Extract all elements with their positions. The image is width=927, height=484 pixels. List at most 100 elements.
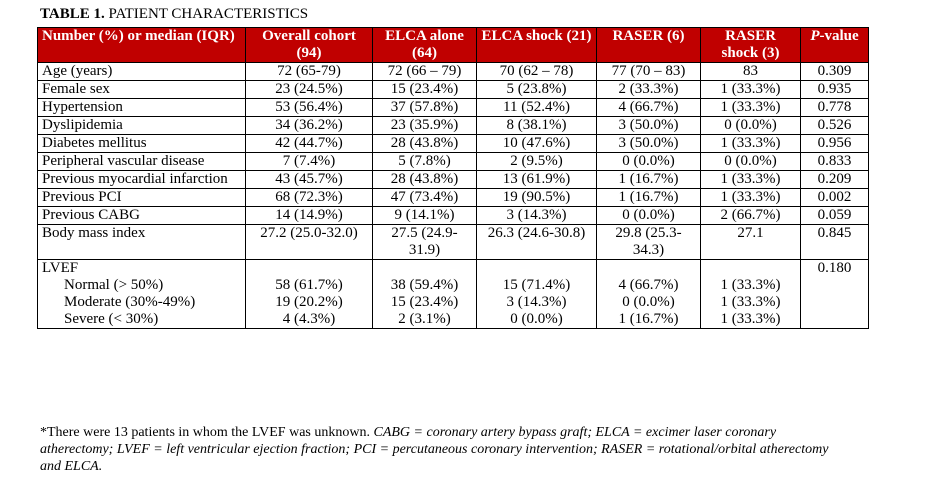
- table-cell: 10 (47.6%): [476, 134, 597, 153]
- table-cell: 83: [700, 62, 801, 81]
- table-cell: 0 (0.0%): [596, 152, 701, 171]
- title-text: PATIENT CHARACTERISTICS: [108, 6, 309, 22]
- table-cell: 28 (43.8%): [372, 134, 477, 153]
- table-cell: 4 (66.7%): [596, 277, 701, 294]
- table-cell: 0 (0.0%): [700, 116, 801, 135]
- row-label: Female sex: [37, 80, 246, 99]
- table-cell: 3 (50.0%): [596, 116, 701, 135]
- table-cell: 11 (52.4%): [476, 98, 597, 117]
- table-cell: 5 (23.8%): [476, 80, 597, 99]
- table-cell: 27.1: [700, 224, 801, 260]
- table-cell: 26.3 (24.6-30.8): [476, 224, 597, 260]
- table-cell: 77 (70 – 83): [596, 62, 701, 81]
- table-cell: 1 (33.3%): [700, 277, 801, 294]
- column-header: ELCA shock (21): [476, 27, 597, 63]
- table-cell: 1 (33.3%): [700, 80, 801, 99]
- empty-cell: [800, 311, 869, 329]
- table-title: TABLE 1. PATIENT CHARACTERISTICS: [40, 6, 308, 23]
- table-row: Previous PCI 68 (72.3%) 47 (73.4%) 19 (90.5…: [37, 188, 869, 207]
- row-label: Hypertension: [37, 98, 246, 117]
- table-cell: 1 (16.7%): [596, 188, 701, 207]
- table-cell: 1 (33.3%): [700, 170, 801, 189]
- table-cell: 53 (56.4%): [245, 98, 373, 117]
- column-header-italic: P: [810, 28, 820, 44]
- table-cell: 15 (23.4%): [372, 294, 477, 311]
- column-header: RASER (6): [596, 27, 701, 63]
- table-row: Body mass index 27.2 (25.0-32.0) 27.5 (24.…: [37, 224, 869, 260]
- table-cell: 4 (4.3%): [245, 311, 373, 329]
- table-cell: 29.8 (25.3-34.3): [596, 224, 701, 260]
- group-row: LVEF 0.180: [37, 259, 869, 277]
- table-cell: 72 (65-79): [245, 62, 373, 81]
- table-cell: 3 (50.0%): [596, 134, 701, 153]
- table-cell: 15 (23.4%): [372, 80, 477, 99]
- table-cell: 47 (73.4%): [372, 188, 477, 207]
- column-header: RASER shock (3): [700, 27, 801, 63]
- empty-cell: [372, 259, 477, 277]
- column-header-text: -value: [819, 28, 859, 44]
- table-cell: 38 (59.4%): [372, 277, 477, 294]
- table-cell: 23 (24.5%): [245, 80, 373, 99]
- table-cell: 0.209: [800, 170, 869, 189]
- table-cell: 1 (33.3%): [700, 98, 801, 117]
- table-cell: 15 (71.4%): [476, 277, 597, 294]
- table-cell: 3 (14.3%): [476, 206, 597, 225]
- table-cell: 0.059: [800, 206, 869, 225]
- table-cell: 72 (66 – 79): [372, 62, 477, 81]
- table-cell: 14 (14.9%): [245, 206, 373, 225]
- empty-cell: [700, 259, 801, 277]
- table-cell: 0 (0.0%): [596, 294, 701, 311]
- empty-cell: [245, 259, 373, 277]
- row-label: Severe (< 30%): [37, 311, 246, 329]
- empty-cell: [800, 277, 869, 294]
- table-cell: 0.845: [800, 224, 869, 260]
- table-cell: 13 (61.9%): [476, 170, 597, 189]
- row-label: Normal (> 50%): [37, 277, 246, 294]
- table-cell: 23 (35.9%): [372, 116, 477, 135]
- row-label: Previous CABG: [37, 206, 246, 225]
- table-cell: 37 (57.8%): [372, 98, 477, 117]
- table-row: Age (years) 72 (65-79) 72 (66 – 79) 70 (62 …: [37, 62, 869, 81]
- row-label: Diabetes mellitus: [37, 134, 246, 153]
- table-cell: 27.2 (25.0-32.0): [245, 224, 373, 260]
- table-cell: 68 (72.3%): [245, 188, 373, 207]
- table-cell: 34 (36.2%): [245, 116, 373, 135]
- row-label: Body mass index: [37, 224, 246, 260]
- table-cell: 0.935: [800, 80, 869, 99]
- table-cell: 2 (9.5%): [476, 152, 597, 171]
- table-cell: 2 (33.3%): [596, 80, 701, 99]
- table-cell: 43 (45.7%): [245, 170, 373, 189]
- table-cell: 0.778: [800, 98, 869, 117]
- table-cell: 1 (33.3%): [700, 311, 801, 329]
- table-cell: 1 (16.7%): [596, 311, 701, 329]
- table-cell: 3 (14.3%): [476, 294, 597, 311]
- table-cell: 0.002: [800, 188, 869, 207]
- row-label: Previous PCI: [37, 188, 246, 207]
- table-cell: 0 (0.0%): [476, 311, 597, 329]
- table-row: Female sex 23 (24.5%) 15 (23.4%) 5 (23.8%) 2…: [37, 80, 869, 99]
- empty-cell: [800, 294, 869, 311]
- table-row: Diabetes mellitus 42 (44.7%) 28 (43.8%) 10 …: [37, 134, 869, 153]
- table-cell: 70 (62 – 78): [476, 62, 597, 81]
- title-label: TABLE 1.: [40, 6, 105, 22]
- row-label: Dyslipidemia: [37, 116, 246, 135]
- table-cell: 0.180: [800, 259, 869, 277]
- footnote-plain: *There were 13 patients in whom the LVEF…: [40, 425, 370, 440]
- column-header: Number (%) or median (IQR): [37, 27, 246, 63]
- table-cell: 0.833: [800, 152, 869, 171]
- table-cell: 1 (33.3%): [700, 294, 801, 311]
- table-cell: 0.956: [800, 134, 869, 153]
- row-label: Age (years): [37, 62, 246, 81]
- table-cell: 0.309: [800, 62, 869, 81]
- table-cell: 2 (3.1%): [372, 311, 477, 329]
- row-label: Previous myocardial infarction: [37, 170, 246, 189]
- table-cell: 58 (61.7%): [245, 277, 373, 294]
- table-cell: 19 (90.5%): [476, 188, 597, 207]
- column-header: ELCA alone (64): [372, 27, 477, 63]
- table-cell: 0 (0.0%): [700, 152, 801, 171]
- row-label: LVEF: [37, 259, 246, 277]
- table-cell: 42 (44.7%): [245, 134, 373, 153]
- row-label: Peripheral vascular disease: [37, 152, 246, 171]
- table-cell: 8 (38.1%): [476, 116, 597, 135]
- table-cell: 19 (20.2%): [245, 294, 373, 311]
